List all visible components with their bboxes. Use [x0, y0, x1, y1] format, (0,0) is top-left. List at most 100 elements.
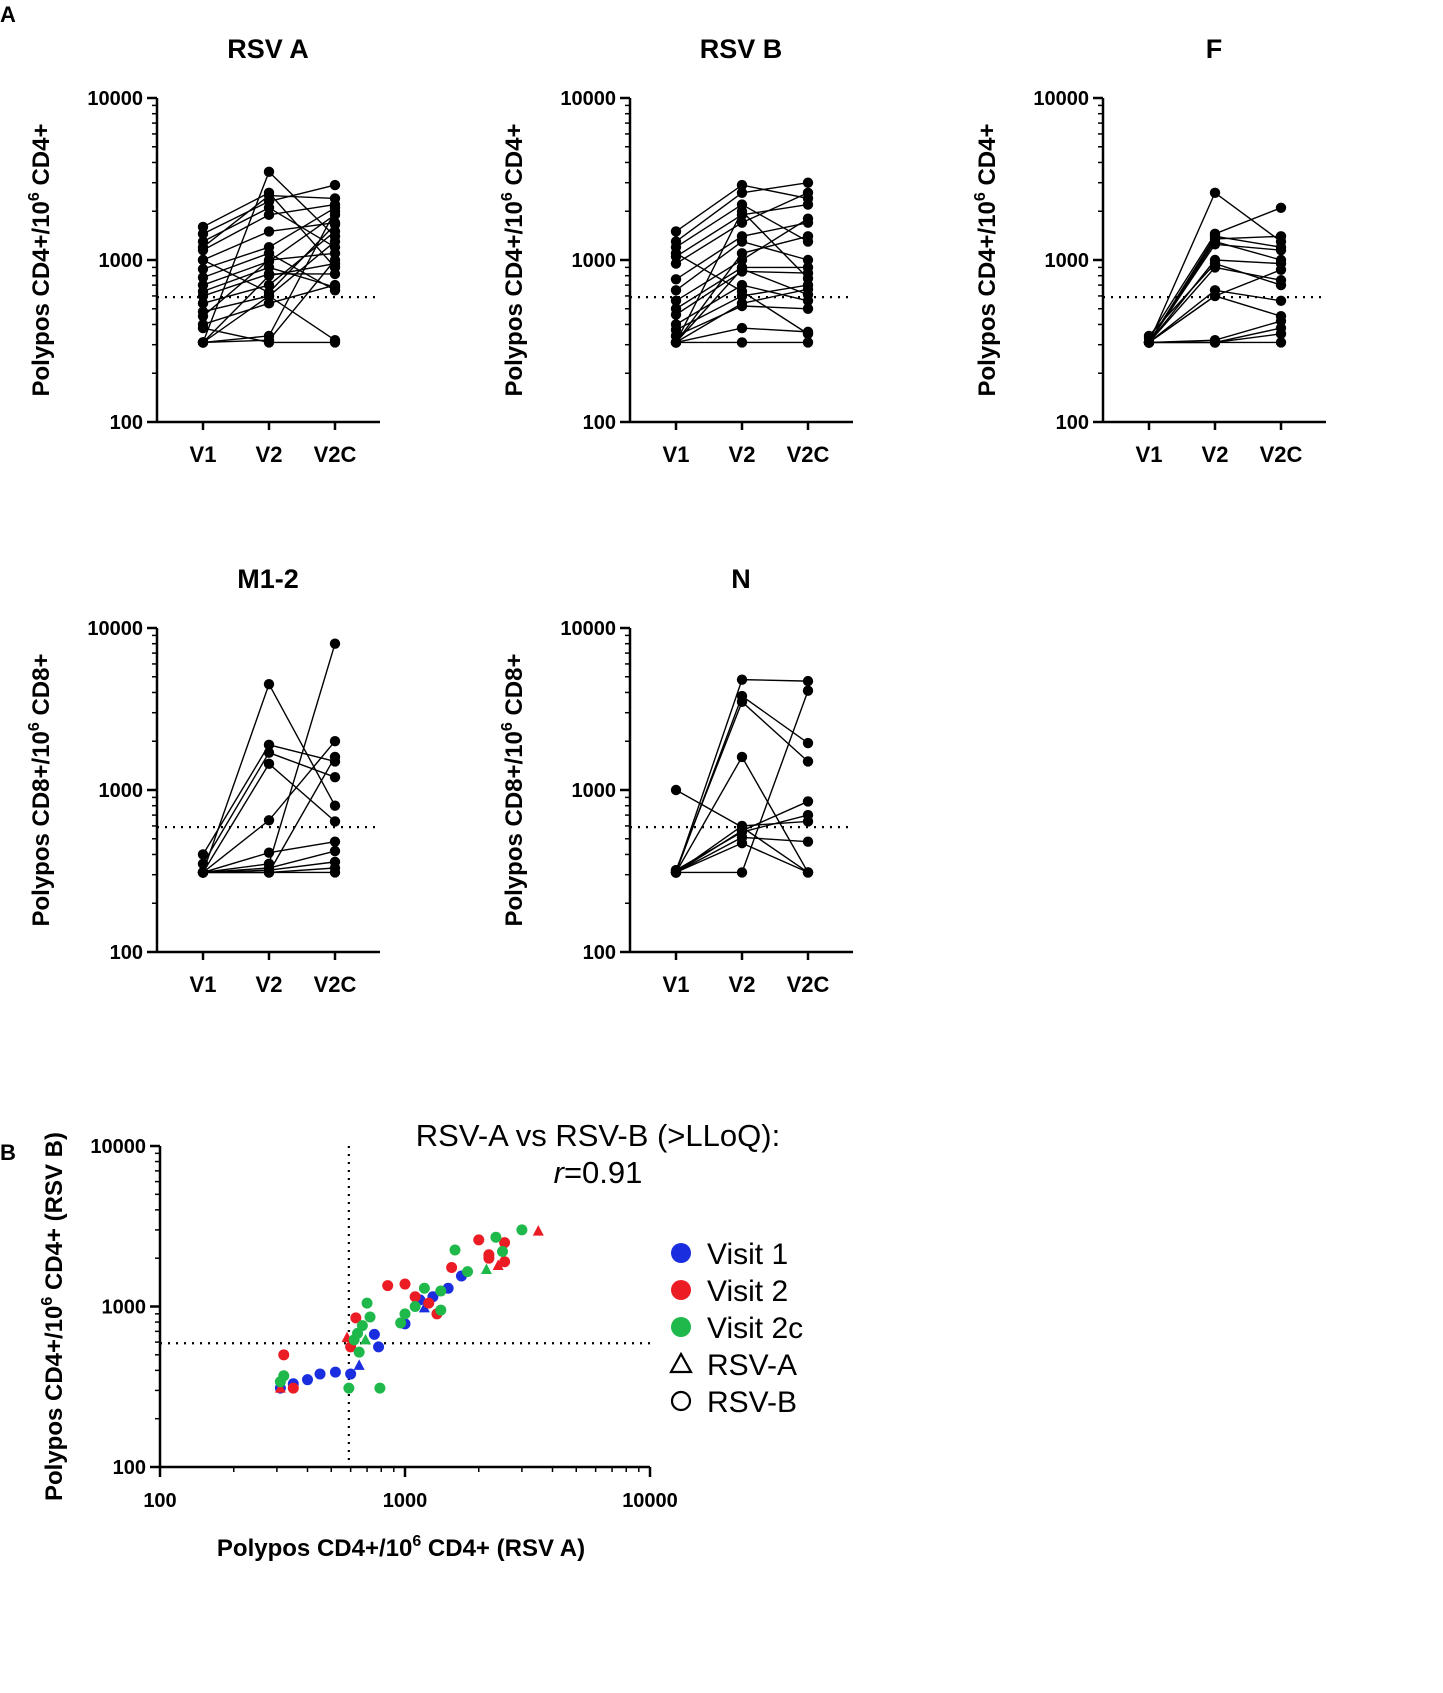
data-point — [670, 248, 682, 259]
data-point — [802, 836, 814, 847]
dotplot-rsv-a: RSV A 100 1000 10000 V1 V2 V2C Polypos CD4+/106… — [26, 34, 380, 467]
y-axis-label: Polypos CD8+/106 CD8+ — [499, 653, 528, 926]
subject-line — [202, 643, 336, 874]
data-point — [499, 1256, 511, 1268]
data-point — [1275, 295, 1287, 306]
data-point — [446, 1261, 458, 1273]
data-point — [736, 236, 748, 247]
data-point — [345, 1368, 357, 1380]
data-point — [802, 867, 814, 878]
data-point — [263, 862, 275, 874]
x-tick-label: V1 — [190, 442, 217, 467]
data-point — [736, 298, 748, 309]
data-point — [418, 1282, 430, 1294]
y-tick-label: 10000 — [560, 88, 616, 110]
data-point — [329, 751, 341, 763]
x-tick-label: V2C — [314, 442, 357, 467]
data-point — [736, 751, 748, 763]
y-tick-label: 1000 — [99, 780, 144, 802]
x-tick-label: V2C — [314, 972, 357, 997]
data-point — [409, 1291, 421, 1303]
data-point — [802, 685, 814, 696]
data-point — [802, 809, 814, 821]
data-point — [263, 166, 275, 178]
x-tick-label: 100 — [143, 1490, 176, 1512]
data-point — [802, 675, 814, 687]
data-point — [802, 254, 814, 266]
data-point — [263, 209, 275, 221]
x-tick-label: V2 — [729, 442, 756, 467]
data-point — [670, 309, 682, 320]
data-point — [1209, 337, 1221, 348]
dotplot-n: N 100 1000 10000 V1 V2 V2C Polypos CD8+/106 CD8… — [499, 564, 853, 997]
data-point — [435, 1304, 447, 1316]
data-point — [302, 1374, 314, 1386]
data-point — [197, 272, 209, 283]
x-tick-label: V2C — [787, 442, 830, 467]
data-point — [197, 322, 209, 334]
y-tick-label: 1000 — [1045, 250, 1090, 272]
chart-title: F — [1206, 34, 1223, 64]
y-tick-label: 100 — [113, 1457, 146, 1479]
data-point — [1209, 290, 1221, 302]
data-point — [462, 1266, 474, 1278]
data-point — [197, 290, 209, 302]
data-point — [802, 796, 814, 807]
data-point — [360, 1333, 372, 1345]
data-point — [278, 1370, 290, 1382]
data-point — [399, 1278, 411, 1290]
x-tick-label: V2C — [1260, 442, 1303, 467]
data-point — [361, 1297, 373, 1309]
data-point — [802, 199, 814, 210]
data-point — [1143, 337, 1155, 348]
dotplot-f: F 100 1000 10000 V1 V2 V2C Polypos CD4+/106 CD4… — [972, 34, 1326, 467]
data-point — [736, 826, 748, 838]
data-point — [670, 285, 682, 296]
data-point — [329, 736, 341, 747]
chart-title: M1-2 — [237, 564, 299, 594]
data-point — [197, 244, 209, 256]
x-tick-label: 10000 — [622, 1490, 678, 1512]
x-tick-label: V1 — [1136, 442, 1163, 467]
data-point — [329, 845, 341, 857]
data-point — [736, 217, 748, 228]
data-point — [736, 206, 748, 217]
data-point — [263, 279, 275, 291]
data-point — [802, 273, 814, 284]
x-tick-label: V1 — [663, 972, 690, 997]
data-point — [802, 213, 814, 224]
legend: Visit 1 Visit 2 Visit 2c RSV-A RSV-B — [669, 1238, 803, 1419]
x-tick-label: V2 — [256, 972, 283, 997]
data-point — [197, 228, 209, 240]
x-tick-label: V2C — [787, 972, 830, 997]
data-point — [449, 1244, 461, 1256]
data-point — [329, 862, 341, 874]
panel-label-a: A — [0, 2, 16, 27]
data-point — [1275, 241, 1287, 253]
data-point — [329, 638, 341, 649]
y-tick-label: 10000 — [90, 1136, 146, 1158]
data-point — [329, 268, 341, 280]
data-point — [490, 1231, 502, 1243]
data-point — [483, 1252, 495, 1264]
data-point — [343, 1382, 355, 1394]
panel-label-b: B — [0, 1140, 16, 1165]
data-point — [670, 274, 682, 285]
data-point — [670, 337, 682, 348]
data-point — [197, 310, 209, 322]
x-axis-label: Polypos CD4+/106 CD4+ (RSV A) — [217, 1533, 585, 1562]
scatter-rsva-vs-rsvb: 100 100 1000 1000 10000 10000 RSV-A vs RSV-B (… — [39, 1118, 803, 1562]
data-point — [670, 784, 682, 796]
data-point — [1209, 231, 1221, 242]
data-point — [1275, 264, 1287, 275]
data-point — [516, 1224, 528, 1236]
dotplot-m1-2: M1-2 100 1000 10000 V1 V2 V2C Polypos CD8+/106 … — [26, 564, 380, 997]
legend-label: RSV-A — [707, 1349, 797, 1382]
data-point — [435, 1285, 447, 1297]
data-point — [263, 226, 275, 237]
data-point — [329, 816, 341, 827]
legend-marker — [670, 1390, 692, 1412]
y-tick-label: 1000 — [572, 250, 617, 272]
data-point — [287, 1382, 299, 1394]
